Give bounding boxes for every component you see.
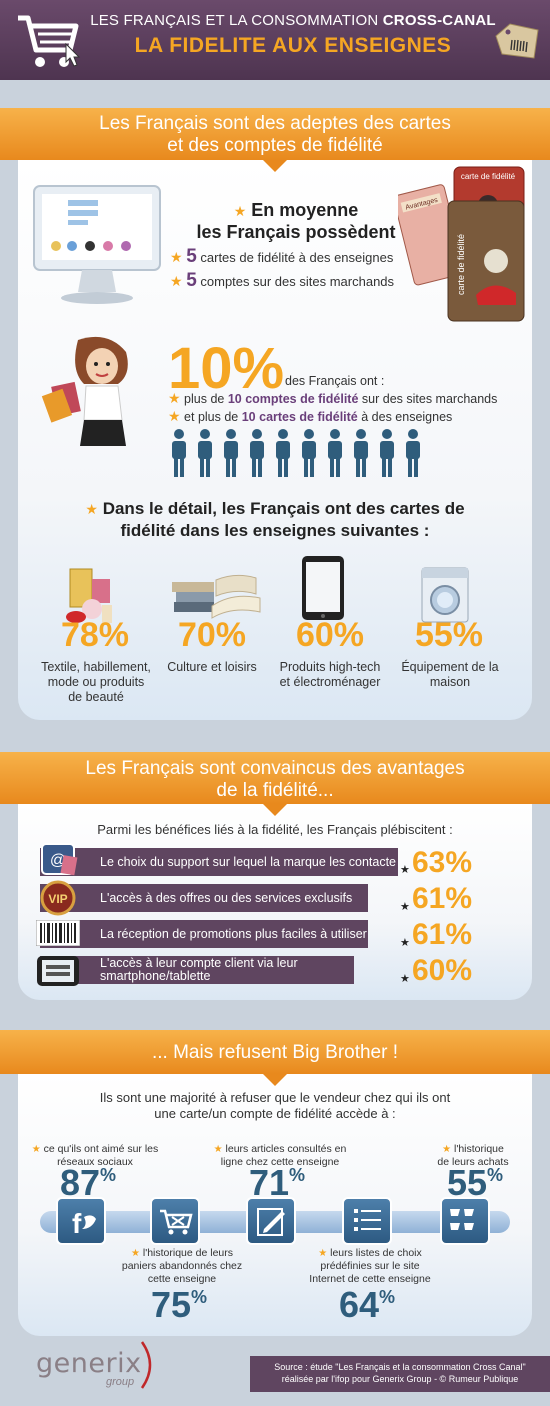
computer-monitor-icon — [33, 185, 161, 304]
svg-text:VIP: VIP — [48, 892, 67, 906]
category-percent: 55% — [414, 616, 484, 654]
section2-banner: Les Français sont convaincus des avantag… — [0, 752, 550, 804]
header-subtitle: LES FRANÇAIS ET LA CONSOMMATION CROSS-CA… — [90, 12, 496, 29]
privacy-item-label: ★ l'historique de leurs paniers abandonné… — [121, 1247, 243, 1285]
average-item: ★ 5 cartes de fidélité à des enseignes — [170, 246, 394, 267]
facebook-twitter-icon: f — [56, 1197, 106, 1245]
price-tag-icon — [495, 23, 539, 59]
shopping-cart-icon — [18, 15, 81, 67]
ten-percent-item: ★ et plus de 10 cartes de fidélité à des… — [168, 408, 453, 424]
checklist-icon — [342, 1197, 392, 1245]
category-label: Produits high-tech et électroménager — [279, 660, 381, 689]
email-icon: @ — [41, 843, 78, 876]
source-note: Source : étude "Les Français et la conso… — [250, 1356, 550, 1392]
section3-subtitle: Ils sont une majorité à refuser que le v… — [99, 1090, 451, 1121]
person-icon — [406, 429, 420, 477]
privacy-item-percent: 64% — [338, 1284, 396, 1325]
books-icon — [172, 574, 261, 619]
person-icon — [198, 429, 212, 477]
benefit-bar: L'accès à leur compte client via leur sm… — [40, 956, 354, 984]
abandoned-cart-icon — [150, 1197, 200, 1245]
privacy-item-percent: 55% — [446, 1162, 504, 1203]
privacy-item-label: ★ l'historique de leurs achats — [437, 1143, 509, 1168]
barcode-icon — [36, 920, 80, 946]
privacy-item-percent: 75% — [150, 1284, 208, 1325]
detail-title: ★ Dans le détail, les Français ont des c… — [85, 499, 465, 540]
person-icon — [276, 429, 290, 477]
benefit-percent: 63% — [412, 846, 473, 879]
beauty-products-icon — [66, 568, 112, 623]
privacy-item-label: ★ leurs listes de choix prédéfinies sur l… — [309, 1247, 431, 1285]
person-icon — [250, 429, 264, 477]
loyalty-cards-icon: Avantages carte de fidélité carte de fid… — [398, 166, 525, 322]
svg-text:carte de fidélité: carte de fidélité — [456, 234, 466, 295]
category-percent: 78% — [60, 616, 130, 654]
person-icon — [302, 429, 316, 477]
ten-percent-item: ★ plus de 10 comptes de fidélité sur des… — [168, 390, 498, 406]
benefit-percent: 60% — [412, 954, 473, 987]
browsed-articles-icon — [246, 1197, 296, 1245]
person-icon — [328, 429, 342, 477]
privacy-item-percent: 71% — [248, 1162, 306, 1203]
privacy-item-percent: 87% — [59, 1162, 117, 1203]
washing-machine-icon — [421, 567, 469, 623]
section2-subtitle: Parmi les bénéfices liés à la fidélité, … — [97, 822, 453, 837]
category-label: Équipement de la maison — [401, 660, 499, 689]
benefit-bar: La réception de promotions plus faciles … — [40, 920, 368, 948]
benefit-bar: L'accès à des offres ou des services exc… — [40, 884, 368, 912]
person-icon — [354, 429, 368, 477]
vip-badge-icon: VIP — [40, 880, 76, 916]
generix-logo: generix group — [36, 1341, 152, 1389]
benefit-percent: 61% — [412, 918, 473, 951]
privacy-item-label: ★ ce qu'ils ont aimé sur les réseaux soci… — [31, 1143, 159, 1168]
benefit-bar: Le choix du support sur lequel la marque… — [40, 848, 398, 876]
ten-percent-value: 10% — [168, 336, 285, 401]
purchase-history-icon — [440, 1197, 490, 1245]
header-title: LA FIDELITE AUX ENSEIGNES — [134, 34, 452, 57]
category-percent: 60% — [295, 616, 365, 654]
person-icon — [380, 429, 394, 477]
person-icon — [224, 429, 238, 477]
category-percent: 70% — [177, 616, 247, 654]
section3-banner: ... Mais refusent Big Brother ! — [0, 1030, 550, 1074]
category-label: Textile, habillement, mode ou produits de … — [41, 660, 151, 704]
category-label: Culture et loisirs — [167, 660, 257, 674]
ten-percent-intro: des Français ont : — [285, 374, 385, 388]
average-title: ★ En moyenne les Français possèdent — [196, 200, 396, 242]
svg-text:carte de fidélité: carte de fidélité — [461, 172, 516, 181]
header: LES FRANÇAIS ET LA CONSOMMATION CROSS-CA… — [0, 0, 550, 80]
people-row — [172, 429, 420, 477]
benefit-percent: 61% — [412, 882, 473, 915]
smartphone-icon — [37, 956, 79, 986]
tablet-icon — [302, 556, 344, 620]
svg-text:f: f — [72, 1208, 82, 1239]
privacy-item-label: ★ leurs articles consultés en ligne chez … — [213, 1143, 347, 1168]
average-item: ★ 5 comptes sur des sites marchands — [170, 270, 395, 291]
person-icon — [172, 429, 186, 477]
section1-banner: Les Français sont des adeptes des cartes… — [0, 108, 550, 160]
woman-illustration — [41, 336, 128, 446]
